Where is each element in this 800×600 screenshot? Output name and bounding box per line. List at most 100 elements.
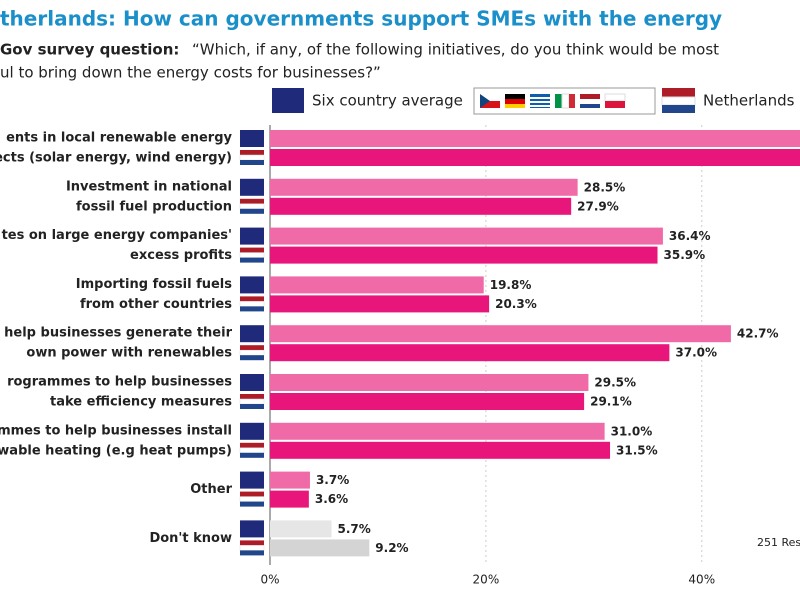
category-label: mmes to help businesses install [0, 423, 232, 438]
bar [270, 422, 605, 440]
legend-label: Six country average [312, 92, 463, 110]
value-label: 5.7% [338, 522, 371, 536]
value-label: 29.1% [590, 395, 632, 409]
bar [270, 344, 670, 362]
bar [270, 178, 578, 196]
flag-icon [240, 422, 264, 440]
value-label: 31.0% [611, 424, 653, 438]
value-label: 37.0% [675, 346, 717, 360]
flag-icon [239, 545, 265, 551]
flag-icon [240, 374, 264, 391]
flag-icon [240, 150, 264, 155]
flag-icon [240, 247, 264, 253]
category-label: help businesses generate their [4, 326, 232, 341]
flag-icon [240, 306, 264, 312]
bar [270, 227, 663, 245]
bar [270, 325, 731, 343]
x-tick-label: 0% [260, 573, 279, 587]
flag-icon [240, 394, 264, 399]
note: 251 Res [757, 536, 800, 549]
flag-icon [240, 198, 264, 204]
bar [270, 276, 484, 294]
flag-icon [240, 296, 264, 302]
chart-title: therlands: How can governments support S… [0, 7, 722, 31]
value-label: 27.9% [577, 199, 619, 213]
value-label: 3.6% [315, 492, 348, 506]
flag-icon [239, 154, 265, 161]
legend-swatch [661, 96, 696, 106]
bar [270, 539, 370, 557]
category-label: Importing fossil fuels [76, 277, 232, 292]
value-label: 28.5% [584, 180, 626, 194]
category-label: Don't know [149, 531, 232, 546]
flag-icon [240, 160, 264, 165]
category-label: own power with renewables [26, 346, 232, 361]
bar [270, 197, 572, 215]
flag-icon [240, 520, 264, 538]
bar [270, 295, 490, 313]
x-tick-label: 40% [688, 573, 715, 587]
category-label: rogrammes to help businesses [7, 375, 232, 390]
category-label: ects (solar energy, wind energy) [0, 151, 232, 166]
category-label: ents in local renewable energy [6, 131, 232, 146]
bar [270, 130, 800, 147]
flag-icon [239, 496, 265, 502]
flag-icon [240, 404, 264, 409]
bar [270, 374, 589, 391]
value-label: 29.5% [594, 376, 636, 390]
flag-icon [240, 540, 264, 546]
value-label: 20.3% [495, 297, 537, 311]
legend-label: Netherlands [703, 92, 795, 110]
legend-swatch [662, 105, 695, 113]
flag-icon [240, 491, 264, 497]
bar [270, 490, 309, 508]
subtitle-bold: Gov survey question: [0, 41, 179, 59]
bar [270, 149, 800, 166]
value-label: 3.7% [316, 473, 349, 487]
flag-icon [240, 325, 264, 343]
flag-icon [240, 355, 264, 361]
flag-icon [239, 252, 265, 258]
bar [270, 441, 611, 459]
value-label: 42.7% [737, 327, 779, 341]
flag-icon [240, 471, 264, 489]
category-label: fossil fuel production [76, 199, 232, 214]
flag-icon [240, 227, 264, 245]
value-label: 36.4% [669, 229, 711, 243]
category-label: take efficiency measures [50, 395, 232, 410]
category-label: Other [190, 482, 232, 497]
flag-icon [239, 398, 265, 405]
value-label: 31.5% [616, 443, 658, 457]
flag-icon [240, 501, 264, 507]
x-tick-label: 20% [473, 573, 500, 587]
value-label: 35.9% [664, 248, 706, 262]
flag-icon [239, 203, 265, 210]
category-label: from other countries [80, 297, 232, 312]
bar [270, 471, 310, 489]
flag-icon [239, 447, 265, 454]
category-label: excess profits [130, 248, 232, 263]
flag-icon [240, 178, 264, 196]
flag-icon [240, 345, 264, 351]
bar [270, 520, 332, 538]
flag-box [473, 87, 656, 115]
flag-icon [240, 442, 264, 448]
category-label: tes on large energy companies' [2, 228, 232, 243]
flag-icon [240, 550, 264, 556]
subtitle: ul to bring down the energy costs for bu… [0, 64, 381, 82]
flag-icon [239, 349, 265, 356]
bar [270, 393, 585, 410]
flag-icon [240, 208, 264, 214]
category-label: wable heating (e.g heat pumps) [0, 443, 232, 458]
bar [270, 246, 658, 264]
subtitle: “Which, if any, of the following initiat… [192, 41, 719, 59]
flag-icon [240, 130, 264, 147]
category-label: Investment in national [66, 179, 232, 194]
flag-icon [240, 452, 264, 458]
flag-icon [240, 276, 264, 294]
legend-swatch [662, 88, 695, 97]
flag-icon [239, 301, 265, 307]
flag-icon [240, 257, 264, 263]
value-label: 9.2% [375, 541, 408, 555]
